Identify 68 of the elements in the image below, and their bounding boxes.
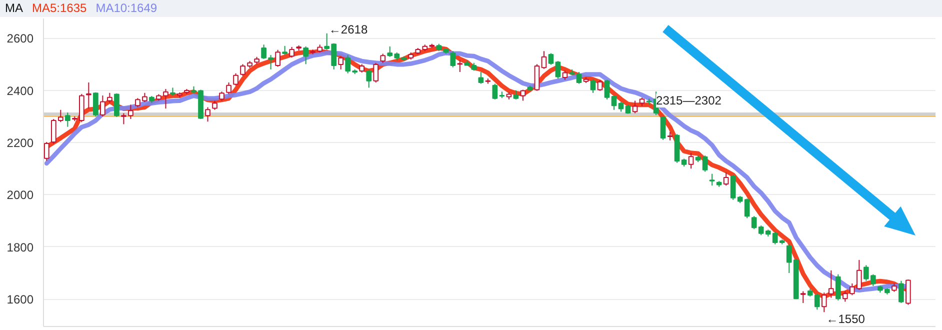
candlestick xyxy=(660,116,666,140)
candlestick xyxy=(835,274,841,301)
candlestick xyxy=(723,172,729,186)
candlestick xyxy=(800,290,806,304)
candlestick xyxy=(380,53,386,64)
candlestick xyxy=(86,82,92,110)
candlestick xyxy=(366,69,372,88)
text: MA10:1649 xyxy=(96,1,158,15)
candlestick xyxy=(898,280,904,304)
candlestick xyxy=(282,45,288,56)
y-tick-label: 2000 xyxy=(6,188,34,202)
candlestick xyxy=(906,279,911,306)
candlestick xyxy=(205,106,210,122)
candlestick xyxy=(702,155,708,172)
y-tick-label: 2600 xyxy=(6,32,34,46)
candlestick xyxy=(44,141,50,162)
candlestick xyxy=(64,112,70,128)
y-tick-label: 1800 xyxy=(6,240,34,254)
annotation: ←1550 xyxy=(826,312,866,326)
legend-title: MA xyxy=(5,1,23,15)
candlestick xyxy=(373,62,379,83)
candlestick xyxy=(688,152,694,170)
y-tick-label: 2400 xyxy=(6,84,34,98)
band-label: 2315—2302 xyxy=(656,93,722,108)
candlestick xyxy=(590,78,596,94)
candlestick xyxy=(625,104,631,114)
candlestick xyxy=(814,293,820,310)
y-tick-label: 1600 xyxy=(6,292,34,307)
text: MA5:1635 xyxy=(32,1,87,15)
candlestick xyxy=(219,91,224,102)
candlestick xyxy=(212,100,218,110)
candlestick xyxy=(513,90,519,100)
candlestick xyxy=(821,292,827,313)
candlestick xyxy=(534,64,540,92)
candlestick xyxy=(240,64,246,76)
candlestick xyxy=(261,44,266,60)
candlestick xyxy=(730,174,736,200)
candlestick xyxy=(107,92,112,104)
candlestick xyxy=(338,56,344,70)
candlestick xyxy=(520,89,526,102)
candlestick xyxy=(541,50,547,70)
candlestick xyxy=(289,46,294,58)
candlestick xyxy=(562,70,568,80)
annotation: ←2618 xyxy=(328,22,368,36)
candlestick xyxy=(555,60,561,80)
candlestick xyxy=(93,92,98,117)
candlestick xyxy=(268,54,274,70)
candlestick xyxy=(618,102,624,112)
candlestick xyxy=(450,50,456,68)
candlestick xyxy=(100,95,106,117)
candlestick xyxy=(597,79,603,92)
candlestick xyxy=(226,82,232,95)
y-tick-label: 2200 xyxy=(6,136,34,150)
candlestick xyxy=(576,72,582,84)
candlestick xyxy=(611,95,617,110)
candlestick xyxy=(303,46,308,65)
candlestick xyxy=(828,270,834,298)
candlestick xyxy=(709,173,715,186)
candlestick xyxy=(233,72,238,86)
candlestick xyxy=(632,100,638,114)
candlestick xyxy=(478,72,484,84)
candlestick xyxy=(114,92,120,118)
candlestick xyxy=(548,52,554,66)
candlestick xyxy=(275,49,280,68)
candlestick xyxy=(345,54,351,74)
candlestick xyxy=(604,79,610,100)
candlestick xyxy=(457,60,463,73)
candlestick xyxy=(492,83,498,100)
